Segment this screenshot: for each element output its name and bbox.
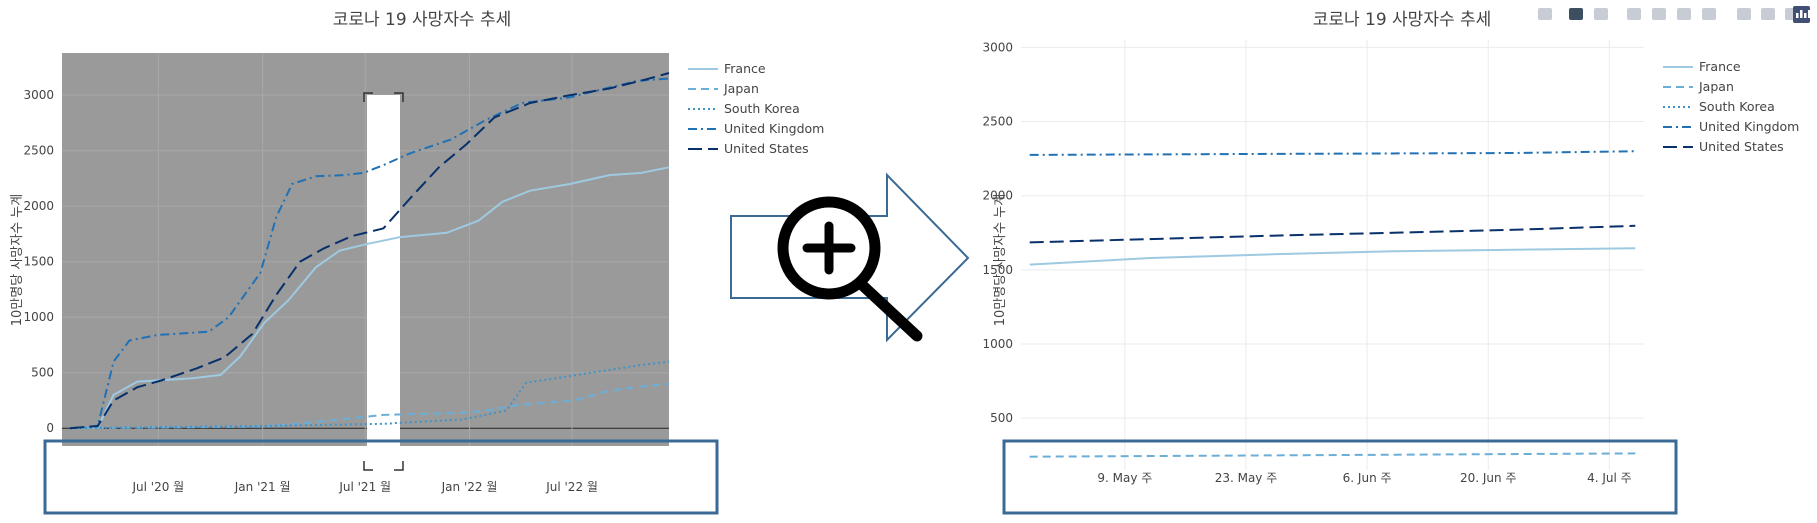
series-line-united-states xyxy=(1029,224,1636,244)
series-line-united-kingdom xyxy=(69,77,670,430)
hover-closest-icon[interactable] xyxy=(1761,8,1775,20)
y-tick-label: 3000 xyxy=(982,40,1013,54)
modebar xyxy=(1538,6,1811,23)
x-tick-label: 9. May 주 xyxy=(1097,471,1152,485)
left-grid xyxy=(62,53,669,446)
y-tick-label: 2000 xyxy=(23,199,54,213)
series-line-japan xyxy=(69,382,670,430)
legend-item-united-states[interactable]: United States xyxy=(1699,139,1784,154)
right-legend: France Japan South Korea United Kingdom Unit… xyxy=(1663,59,1799,154)
x-tick-label: 4. Jul 주 xyxy=(1587,471,1632,485)
pan-icon[interactable] xyxy=(1594,8,1608,20)
right-y-ticks: 500 1000 1500 2000 2500 3000 xyxy=(982,40,1013,425)
camera-icon[interactable] xyxy=(1538,8,1552,20)
series-line-united-kingdom xyxy=(1029,150,1636,156)
y-tick-label: 3000 xyxy=(23,88,54,102)
zoom-arrow-graphic xyxy=(730,172,970,343)
selection-corner-handles xyxy=(363,92,404,471)
y-tick-label: 2000 xyxy=(982,189,1013,203)
y-tick-label: 1500 xyxy=(982,263,1013,277)
spike-lines-icon[interactable] xyxy=(1737,8,1751,20)
zoom-out-icon[interactable] xyxy=(1652,8,1666,20)
x-tick-label: 6. Jun 주 xyxy=(1343,471,1392,485)
series-line-united-states xyxy=(69,72,670,430)
y-tick-label: 1500 xyxy=(23,255,54,269)
right-chart: 코로나 19 사망자수 추세 500 1000 1500 2000 2500 3000 9… xyxy=(982,6,1811,485)
left-legend: France Japan South Korea United Kingdom Unit… xyxy=(688,61,824,156)
series-line-france xyxy=(69,166,670,430)
x-tick-label: 20. Jun 주 xyxy=(1460,471,1517,485)
legend-item-united-states[interactable]: United States xyxy=(724,141,809,156)
zoom-selection-box[interactable] xyxy=(367,95,400,465)
legend-item-japan[interactable]: Japan xyxy=(1698,79,1734,94)
x-tick-label: Jul '21 월 xyxy=(338,480,391,494)
y-tick-label: 1000 xyxy=(23,310,54,324)
zoom-icon[interactable] xyxy=(1569,8,1583,20)
left-chart-title: 코로나 19 사망자수 추세 xyxy=(333,10,512,30)
legend-item-japan[interactable]: Japan xyxy=(723,81,759,96)
x-tick-label: Jan '21 월 xyxy=(234,480,291,494)
series-line-japan xyxy=(1029,452,1636,458)
magnifier-icon xyxy=(777,196,923,342)
x-tick-label: Jan '22 월 xyxy=(441,480,498,494)
legend-item-france[interactable]: France xyxy=(1699,59,1741,74)
legend-item-united-kingdom[interactable]: United Kingdom xyxy=(724,121,824,136)
x-tick-label: Jul '22 월 xyxy=(545,480,598,494)
y-tick-label: 500 xyxy=(31,366,54,380)
right-chart-title: 코로나 19 사망자수 추세 xyxy=(1313,10,1492,30)
y-tick-label: 0 xyxy=(46,421,54,435)
legend-item-united-kingdom[interactable]: United Kingdom xyxy=(1699,119,1799,134)
left-series-lines xyxy=(69,72,670,430)
x-tick-label: 23. May 주 xyxy=(1215,471,1278,485)
left-x-ticks: Jul '20 월 Jan '21 월 Jul '21 월 Jan '22 월 Jul … xyxy=(131,480,597,494)
left-x-axis-highlight-box xyxy=(43,439,719,515)
autoscale-icon[interactable] xyxy=(1677,8,1691,20)
plotly-logo-icon[interactable] xyxy=(1793,6,1811,23)
left-y-ticks: 0 500 1000 1500 2000 2500 3000 xyxy=(23,88,54,435)
right-grid xyxy=(1021,40,1644,470)
right-x-axis-highlight-box xyxy=(1002,439,1678,515)
y-tick-label: 2500 xyxy=(982,115,1013,129)
right-x-ticks: 9. May 주 23. May 주 6. Jun 주 20. Jun 주 4. Jul… xyxy=(1097,471,1631,485)
legend-item-france[interactable]: France xyxy=(724,61,766,76)
series-line-france xyxy=(1029,247,1636,266)
x-tick-label: Jul '20 월 xyxy=(131,480,184,494)
zoom-in-icon[interactable] xyxy=(1627,8,1641,20)
legend-item-south-korea[interactable]: South Korea xyxy=(724,101,800,116)
y-tick-label: 1000 xyxy=(982,337,1013,351)
right-series-lines xyxy=(1029,150,1636,458)
left-chart: 코로나 19 사망자수 추세 050010001500200025003000 … xyxy=(10,10,824,494)
left-y-axis-label: 10만명당 사망자수 누계 xyxy=(10,194,25,326)
y-tick-label: 500 xyxy=(990,411,1013,425)
right-y-axis-label: 10만명당 사망자수 누계 xyxy=(993,194,1008,326)
reset-axes-icon[interactable] xyxy=(1702,8,1716,20)
y-tick-label: 2500 xyxy=(23,144,54,158)
legend-item-south-korea[interactable]: South Korea xyxy=(1699,99,1775,114)
